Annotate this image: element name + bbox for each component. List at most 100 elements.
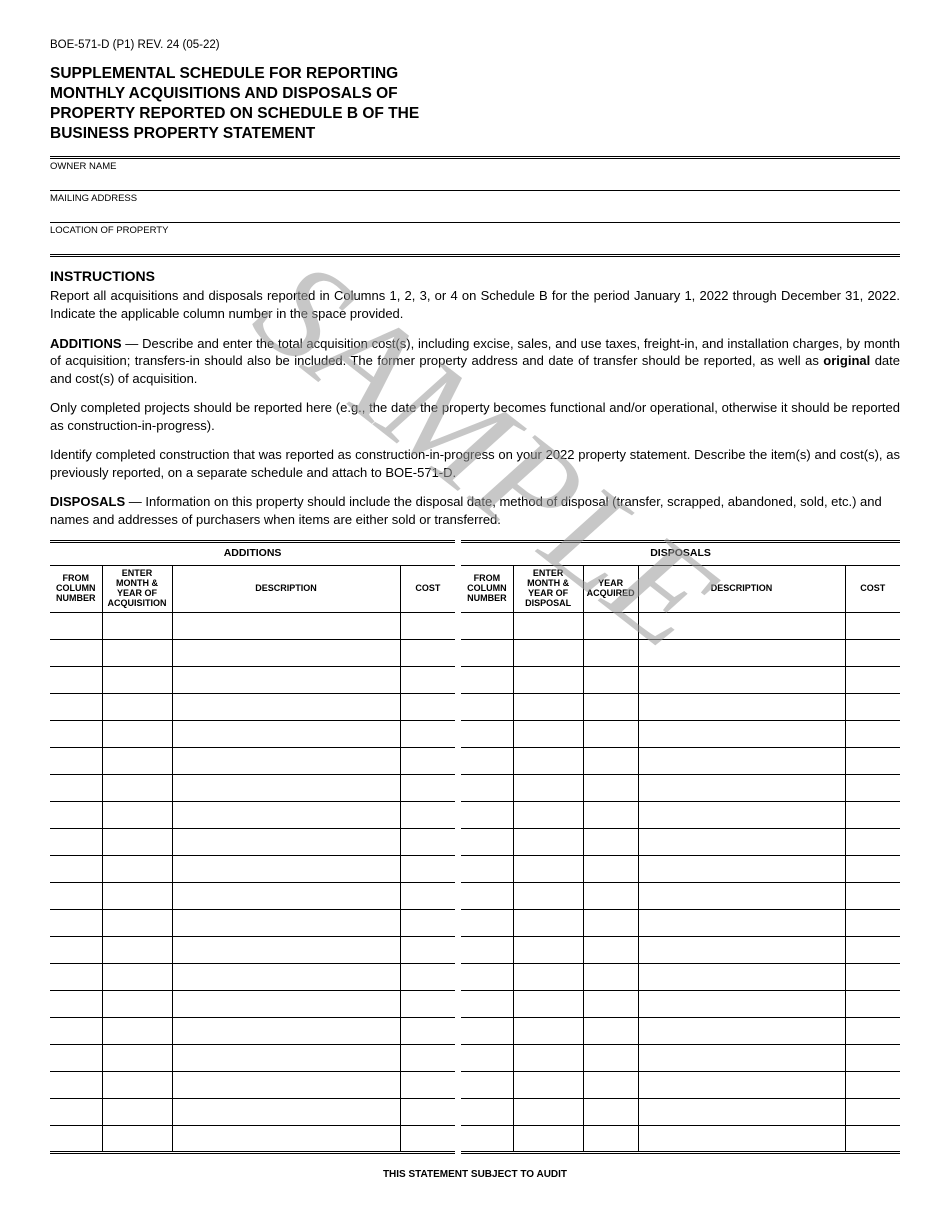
table-cell[interactable] bbox=[102, 666, 172, 693]
table-cell[interactable] bbox=[638, 801, 845, 828]
table-row[interactable] bbox=[50, 828, 455, 855]
table-cell[interactable] bbox=[513, 639, 583, 666]
table-cell[interactable] bbox=[102, 1098, 172, 1125]
table-cell[interactable] bbox=[513, 666, 583, 693]
table-cell[interactable] bbox=[845, 612, 900, 639]
table-row[interactable] bbox=[461, 855, 900, 882]
table-row[interactable] bbox=[461, 828, 900, 855]
table-cell[interactable] bbox=[400, 639, 455, 666]
table-cell[interactable] bbox=[638, 855, 845, 882]
table-cell[interactable] bbox=[513, 747, 583, 774]
table-cell[interactable] bbox=[172, 801, 400, 828]
table-row[interactable] bbox=[461, 936, 900, 963]
table-row[interactable] bbox=[50, 720, 455, 747]
table-row[interactable] bbox=[461, 1125, 900, 1152]
table-row[interactable] bbox=[50, 1044, 455, 1071]
table-cell[interactable] bbox=[50, 666, 102, 693]
location-property-field[interactable]: LOCATION OF PROPERTY bbox=[50, 222, 900, 254]
table-cell[interactable] bbox=[400, 1017, 455, 1044]
table-cell[interactable] bbox=[50, 936, 102, 963]
table-cell[interactable] bbox=[638, 882, 845, 909]
table-cell[interactable] bbox=[845, 747, 900, 774]
table-cell[interactable] bbox=[400, 936, 455, 963]
table-cell[interactable] bbox=[50, 990, 102, 1017]
table-cell[interactable] bbox=[638, 639, 845, 666]
table-cell[interactable] bbox=[845, 936, 900, 963]
table-row[interactable] bbox=[461, 666, 900, 693]
table-row[interactable] bbox=[50, 882, 455, 909]
table-cell[interactable] bbox=[172, 1125, 400, 1152]
table-cell[interactable] bbox=[172, 1017, 400, 1044]
table-cell[interactable] bbox=[513, 612, 583, 639]
table-cell[interactable] bbox=[845, 720, 900, 747]
table-cell[interactable] bbox=[400, 855, 455, 882]
table-row[interactable] bbox=[50, 1098, 455, 1125]
table-cell[interactable] bbox=[513, 693, 583, 720]
table-cell[interactable] bbox=[638, 774, 845, 801]
table-cell[interactable] bbox=[172, 909, 400, 936]
table-cell[interactable] bbox=[400, 1098, 455, 1125]
table-cell[interactable] bbox=[513, 963, 583, 990]
table-cell[interactable] bbox=[461, 1071, 513, 1098]
table-cell[interactable] bbox=[583, 1098, 638, 1125]
table-cell[interactable] bbox=[638, 1125, 845, 1152]
table-cell[interactable] bbox=[172, 1098, 400, 1125]
table-row[interactable] bbox=[50, 936, 455, 963]
table-cell[interactable] bbox=[638, 747, 845, 774]
table-row[interactable] bbox=[461, 909, 900, 936]
table-cell[interactable] bbox=[172, 666, 400, 693]
table-cell[interactable] bbox=[102, 1071, 172, 1098]
table-row[interactable] bbox=[461, 1071, 900, 1098]
table-row[interactable] bbox=[461, 639, 900, 666]
table-row[interactable] bbox=[50, 855, 455, 882]
table-cell[interactable] bbox=[50, 747, 102, 774]
table-cell[interactable] bbox=[50, 828, 102, 855]
table-cell[interactable] bbox=[50, 639, 102, 666]
table-cell[interactable] bbox=[583, 639, 638, 666]
mailing-address-field[interactable]: MAILING ADDRESS bbox=[50, 190, 900, 222]
table-row[interactable] bbox=[50, 801, 455, 828]
table-cell[interactable] bbox=[513, 1044, 583, 1071]
table-cell[interactable] bbox=[461, 828, 513, 855]
table-cell[interactable] bbox=[583, 1071, 638, 1098]
table-cell[interactable] bbox=[102, 990, 172, 1017]
table-cell[interactable] bbox=[400, 666, 455, 693]
table-row[interactable] bbox=[50, 747, 455, 774]
table-cell[interactable] bbox=[513, 1098, 583, 1125]
table-cell[interactable] bbox=[50, 774, 102, 801]
table-cell[interactable] bbox=[461, 747, 513, 774]
table-cell[interactable] bbox=[172, 1071, 400, 1098]
table-cell[interactable] bbox=[583, 693, 638, 720]
table-cell[interactable] bbox=[583, 801, 638, 828]
table-cell[interactable] bbox=[102, 1044, 172, 1071]
table-cell[interactable] bbox=[102, 1125, 172, 1152]
table-cell[interactable] bbox=[583, 855, 638, 882]
table-cell[interactable] bbox=[845, 774, 900, 801]
table-cell[interactable] bbox=[50, 1017, 102, 1044]
table-cell[interactable] bbox=[400, 747, 455, 774]
table-cell[interactable] bbox=[638, 1017, 845, 1044]
table-cell[interactable] bbox=[50, 1098, 102, 1125]
table-cell[interactable] bbox=[583, 1044, 638, 1071]
table-cell[interactable] bbox=[513, 909, 583, 936]
table-row[interactable] bbox=[50, 774, 455, 801]
table-cell[interactable] bbox=[513, 720, 583, 747]
table-cell[interactable] bbox=[845, 828, 900, 855]
table-row[interactable] bbox=[50, 693, 455, 720]
table-cell[interactable] bbox=[845, 909, 900, 936]
table-cell[interactable] bbox=[513, 990, 583, 1017]
table-cell[interactable] bbox=[172, 990, 400, 1017]
table-row[interactable] bbox=[50, 963, 455, 990]
table-cell[interactable] bbox=[400, 612, 455, 639]
table-cell[interactable] bbox=[50, 1071, 102, 1098]
table-row[interactable] bbox=[461, 720, 900, 747]
table-cell[interactable] bbox=[102, 936, 172, 963]
table-row[interactable] bbox=[461, 1098, 900, 1125]
table-cell[interactable] bbox=[513, 855, 583, 882]
table-cell[interactable] bbox=[50, 693, 102, 720]
table-cell[interactable] bbox=[583, 828, 638, 855]
table-cell[interactable] bbox=[461, 882, 513, 909]
table-cell[interactable] bbox=[50, 909, 102, 936]
table-cell[interactable] bbox=[50, 855, 102, 882]
table-row[interactable] bbox=[50, 612, 455, 639]
